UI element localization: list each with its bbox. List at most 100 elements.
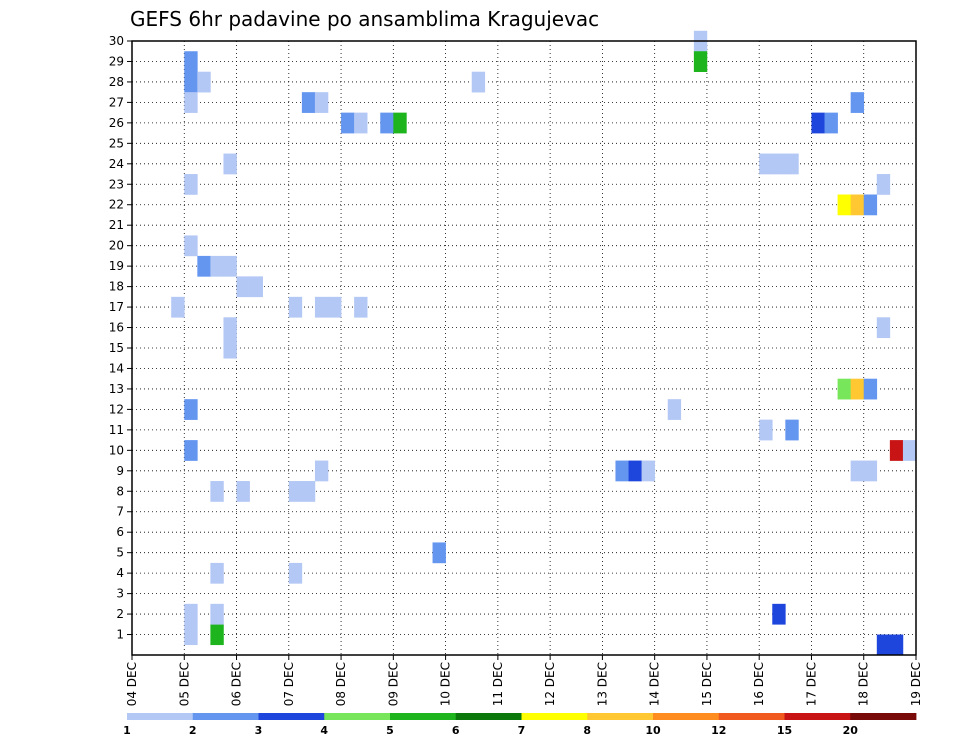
data-cell xyxy=(471,71,486,93)
legend-swatch xyxy=(784,713,851,720)
data-cell xyxy=(184,624,198,646)
y-axis: 1234567891011121314151617181920212223242… xyxy=(109,34,132,642)
data-cell xyxy=(824,112,838,134)
data-cell xyxy=(850,378,865,400)
data-cell xyxy=(902,440,917,461)
data-cell xyxy=(184,71,198,93)
y-tick-label: 25 xyxy=(109,136,124,150)
y-tick-label: 17 xyxy=(109,300,124,314)
x-tick-label: 06 DEC xyxy=(230,662,244,706)
data-cell xyxy=(811,112,825,134)
data-cell xyxy=(667,399,682,420)
x-tick-label: 14 DEC xyxy=(648,662,662,706)
data-cell xyxy=(314,296,329,318)
data-cell xyxy=(210,624,224,646)
data-cell xyxy=(197,255,211,277)
x-tick-label: 09 DEC xyxy=(386,662,400,706)
data-cell xyxy=(785,153,799,175)
data-cell xyxy=(314,460,329,482)
legend-swatch xyxy=(653,713,720,720)
color-legend: 1 2 3 4 5 6 7 8 10 12 15 20 xyxy=(123,713,917,737)
data-cell xyxy=(380,112,394,134)
y-tick-label: 4 xyxy=(116,566,124,580)
legend-label: 5 xyxy=(386,724,394,737)
legend-label: 3 xyxy=(255,724,263,737)
legend-swatch xyxy=(390,713,457,720)
y-tick-label: 20 xyxy=(109,239,124,253)
legend-label: 7 xyxy=(518,724,526,737)
data-cell xyxy=(772,153,786,175)
y-tick-label: 12 xyxy=(109,402,124,416)
legend-swatch xyxy=(850,713,917,720)
data-cell xyxy=(328,296,342,318)
data-cell xyxy=(301,92,316,113)
data-cells xyxy=(171,30,917,656)
legend-label: 10 xyxy=(645,724,661,737)
legend-label: 15 xyxy=(777,724,792,737)
y-tick-label: 1 xyxy=(116,628,124,642)
legend-swatch xyxy=(127,713,194,720)
data-cell xyxy=(184,235,198,257)
y-tick-label: 28 xyxy=(109,75,124,89)
y-tick-label: 23 xyxy=(109,177,124,191)
legend-label: 20 xyxy=(843,724,859,737)
data-cell xyxy=(863,194,878,216)
data-cell xyxy=(184,174,198,195)
data-cell xyxy=(223,337,237,359)
data-cell xyxy=(876,317,891,339)
data-cell xyxy=(223,255,237,277)
data-cell xyxy=(236,276,250,298)
legend-label: 6 xyxy=(452,724,460,737)
y-tick-label: 19 xyxy=(109,259,124,273)
x-tick-label: 18 DEC xyxy=(857,662,871,706)
data-cell xyxy=(288,296,303,318)
data-cell xyxy=(693,51,708,72)
data-cell xyxy=(184,399,198,420)
y-tick-label: 21 xyxy=(109,218,124,232)
data-cell xyxy=(210,562,224,584)
data-cell xyxy=(197,71,211,93)
x-tick-label: 16 DEC xyxy=(752,662,766,706)
data-cell xyxy=(785,419,799,441)
y-tick-label: 30 xyxy=(109,34,124,48)
data-cell xyxy=(876,634,891,656)
data-cell xyxy=(837,378,851,400)
y-tick-label: 6 xyxy=(116,525,124,539)
data-cell xyxy=(184,92,198,113)
y-tick-label: 14 xyxy=(109,361,124,375)
x-tick-label: 05 DEC xyxy=(177,662,191,706)
legend-swatch xyxy=(324,713,391,720)
y-tick-label: 24 xyxy=(109,157,124,171)
data-cell xyxy=(210,255,224,277)
data-cell xyxy=(184,440,198,461)
legend-label: 1 xyxy=(123,724,131,737)
y-tick-label: 13 xyxy=(109,382,124,396)
data-cell xyxy=(889,440,904,461)
y-tick-label: 5 xyxy=(116,546,124,560)
y-tick-label: 16 xyxy=(109,321,124,335)
data-cell xyxy=(850,460,865,482)
data-cell xyxy=(641,460,655,482)
legend-label: 2 xyxy=(189,724,197,737)
data-cell xyxy=(236,481,250,502)
y-tick-label: 9 xyxy=(116,464,124,478)
y-tick-label: 27 xyxy=(109,95,124,109)
legend-swatch xyxy=(718,713,785,720)
y-tick-label: 8 xyxy=(116,484,124,498)
data-cell xyxy=(876,174,891,195)
x-axis: 04 DEC 05 DEC 06 DEC 07 DEC 08 DEC 09 DEC 10 D… xyxy=(125,655,923,706)
legend-label: 4 xyxy=(320,724,328,737)
data-cell xyxy=(288,481,303,502)
x-tick-label: 15 DEC xyxy=(700,662,714,706)
data-cell xyxy=(432,542,446,564)
data-cell xyxy=(184,51,198,72)
legend-swatch xyxy=(258,713,325,720)
x-tick-label: 10 DEC xyxy=(439,662,453,706)
data-cell xyxy=(354,112,368,134)
data-cell xyxy=(171,296,185,318)
data-cell xyxy=(210,481,224,502)
data-cell xyxy=(314,92,329,113)
x-tick-label: 12 DEC xyxy=(543,662,557,706)
x-tick-label: 11 DEC xyxy=(491,662,505,706)
